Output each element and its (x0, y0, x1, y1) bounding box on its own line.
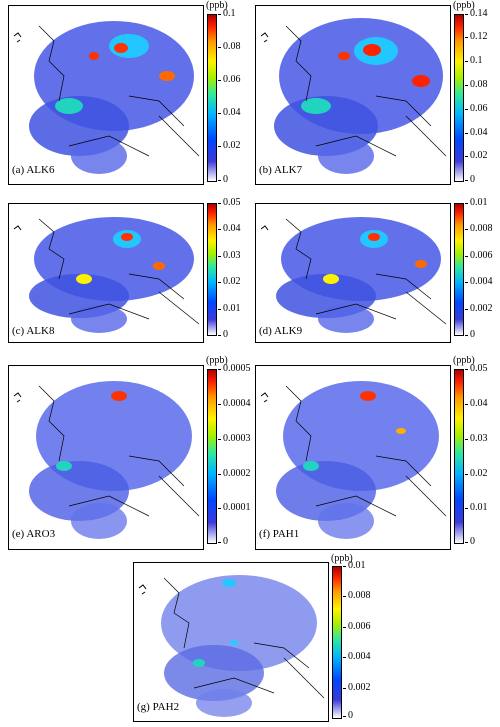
panel-label-c: (c) ALK8 (12, 325, 55, 337)
concentration-field-c (13, 217, 200, 333)
map-g (133, 562, 329, 722)
tick-label: 0.002 (343, 682, 371, 693)
tick-label: 0 (218, 329, 228, 340)
tick-label: 0.0003 (218, 433, 251, 444)
tick-label: 0.006 (465, 250, 493, 261)
panel-b: (b) ALK7 (ppb) 0.14 0.12 0.1 0.08 0.06 0… (255, 0, 495, 190)
tick-label: 0.004 (343, 651, 371, 662)
concentration-field-d (260, 217, 447, 333)
panel-e: (e) ARO3 (ppb) 0.0005 0.0004 0.0003 0.00… (8, 355, 251, 550)
tick-label: 0.0001 (218, 502, 251, 513)
tick-label: 0.02 (218, 276, 241, 287)
tick-label: 0 (465, 174, 475, 185)
tick-label: 0.0004 (218, 398, 251, 409)
panel-f: (f) PAH1 (ppb) 0.05 0.04 0.03 0.02 0.01 … (255, 355, 495, 550)
unit-label-g: (ppb) (331, 553, 353, 564)
map-d (255, 203, 451, 343)
tick-label: 0.0002 (218, 468, 251, 479)
colorbar-g (332, 566, 342, 719)
tick-label: 0.04 (465, 398, 488, 409)
tick-label: 0.12 (465, 31, 488, 42)
tick-label: 0 (343, 710, 353, 721)
tick-label: 0.04 (465, 127, 488, 138)
tick-label: 0.1 (218, 8, 236, 19)
colorbar-a (207, 14, 217, 182)
tick-label: 0.1 (465, 55, 483, 66)
panel-a: (a) ALK6 (ppb) 0.1 0.08 0.06 0.04 0.02 0 (8, 0, 242, 190)
unit-label-a: (ppb) (206, 0, 228, 11)
tick-label: 0.14 (465, 8, 488, 19)
tick-label: 0.02 (465, 150, 488, 161)
map-f (255, 365, 451, 550)
panel-label-b: (b) ALK7 (259, 164, 303, 176)
tick-label: 0.03 (218, 250, 241, 261)
tick-label: 0.004 (465, 276, 493, 287)
tick-label: 0 (218, 174, 228, 185)
tick-label: 0.05 (218, 197, 241, 208)
colorbar-c (207, 203, 217, 336)
tick-label: 0.02 (218, 140, 241, 151)
concentration-field-b (260, 18, 447, 174)
panel-label-g: (g) PAH2 (137, 701, 180, 713)
tick-label: 0.002 (465, 303, 493, 314)
tick-label: 0.01 (343, 560, 366, 571)
colorbar-e (207, 369, 217, 544)
panel-c: (c) ALK8 0.05 0.04 0.03 0.02 0.01 0 (8, 197, 242, 348)
colorbar-f (454, 369, 464, 544)
tick-label: 0.04 (218, 107, 241, 118)
panel-label-e: (e) ARO3 (12, 528, 56, 540)
tick-label: 0.01 (465, 502, 488, 513)
tick-label: 0.008 (465, 223, 493, 234)
panel-g: (g) PAH2 (ppb) 0.01 0.008 0.006 0.004 0.… (133, 553, 373, 725)
concentration-field-g (138, 575, 325, 717)
panel-d: (d) ALK9 0.01 0.008 0.006 0.004 0.002 0 (255, 197, 495, 348)
tick-label: 0 (465, 329, 475, 340)
tick-label: 0.006 (343, 621, 371, 632)
concentration-field-f (260, 381, 447, 539)
panel-label-d: (d) ALK9 (259, 325, 303, 337)
tick-label: 0.01 (465, 197, 488, 208)
unit-label-f: (ppb) (453, 355, 475, 366)
concentration-field-a (13, 21, 200, 174)
tick-label: 0.06 (218, 74, 241, 85)
colorbar-b (454, 14, 464, 182)
tick-label: 0.08 (218, 41, 241, 52)
map-e (8, 365, 204, 550)
tick-label: 0.08 (465, 79, 488, 90)
tick-label: 0.008 (343, 590, 371, 601)
tick-label: 0 (465, 536, 475, 547)
tick-label: 0.05 (465, 363, 488, 374)
tick-label: 0.0005 (218, 363, 251, 374)
unit-label-e: (ppb) (206, 355, 228, 366)
unit-label-b: (ppb) (453, 0, 475, 11)
tick-label: 0.02 (465, 468, 488, 479)
colorbar-d (454, 203, 464, 336)
panel-label-a: (a) ALK6 (12, 164, 55, 176)
tick-label: 0 (218, 536, 228, 547)
map-a (8, 5, 204, 185)
map-b (255, 5, 451, 185)
map-c (8, 203, 204, 343)
tick-label: 0.03 (465, 433, 488, 444)
panel-label-f: (f) PAH1 (259, 528, 300, 540)
tick-label: 0.06 (465, 103, 488, 114)
concentration-field-e (13, 381, 200, 539)
tick-label: 0.01 (218, 303, 241, 314)
tick-label: 0.04 (218, 223, 241, 234)
